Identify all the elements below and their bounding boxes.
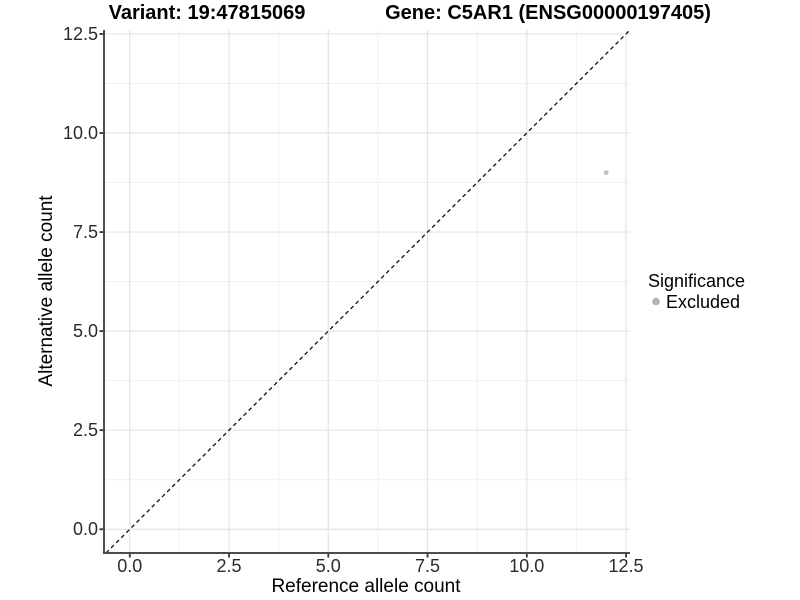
x-tick-label: 5.0 — [316, 556, 341, 576]
y-tick-label: 12.5 — [63, 24, 98, 44]
x-tick-label: 12.5 — [609, 556, 644, 576]
x-tick-label: 0.0 — [117, 556, 142, 576]
data-points — [603, 170, 609, 176]
y-tick-label: 2.5 — [73, 420, 98, 440]
legend-item-excluded: Excluded — [666, 292, 740, 312]
y-axis-title: Alternative allele count — [36, 195, 57, 387]
identity-reference-line — [105, 29, 631, 554]
plot-panel — [104, 30, 630, 553]
legend-title: Significance — [648, 271, 745, 291]
plot-title-gene: Gene: C5AR1 (ENSG00000197405) — [385, 2, 711, 24]
legend: Significance Excluded — [648, 271, 745, 312]
y-tick-label: 7.5 — [73, 222, 98, 242]
identity-dashed-line — [105, 29, 631, 554]
scatter-point-excluded — [603, 170, 609, 176]
gridlines-minor — [104, 30, 630, 553]
x-tick-label: 2.5 — [217, 556, 242, 576]
gridlines-major — [104, 30, 630, 553]
x-axis-title: Reference allele count — [271, 576, 461, 597]
x-tick-label: 10.0 — [509, 556, 544, 576]
y-tick-label: 5.0 — [73, 321, 98, 341]
y-tick-label: 0.0 — [73, 519, 98, 539]
x-tick-label: 7.5 — [415, 556, 440, 576]
legend-key-dot-icon — [652, 297, 660, 306]
axis-tick-labels: 0.0 2.5 5.0 7.5 10.0 12.5 0.0 2.5 5.0 7.5 10.0 12.5 — [63, 24, 644, 576]
plot-title-variant: Variant: 19:47815069 — [109, 2, 306, 24]
y-tick-label: 10.0 — [63, 123, 98, 143]
